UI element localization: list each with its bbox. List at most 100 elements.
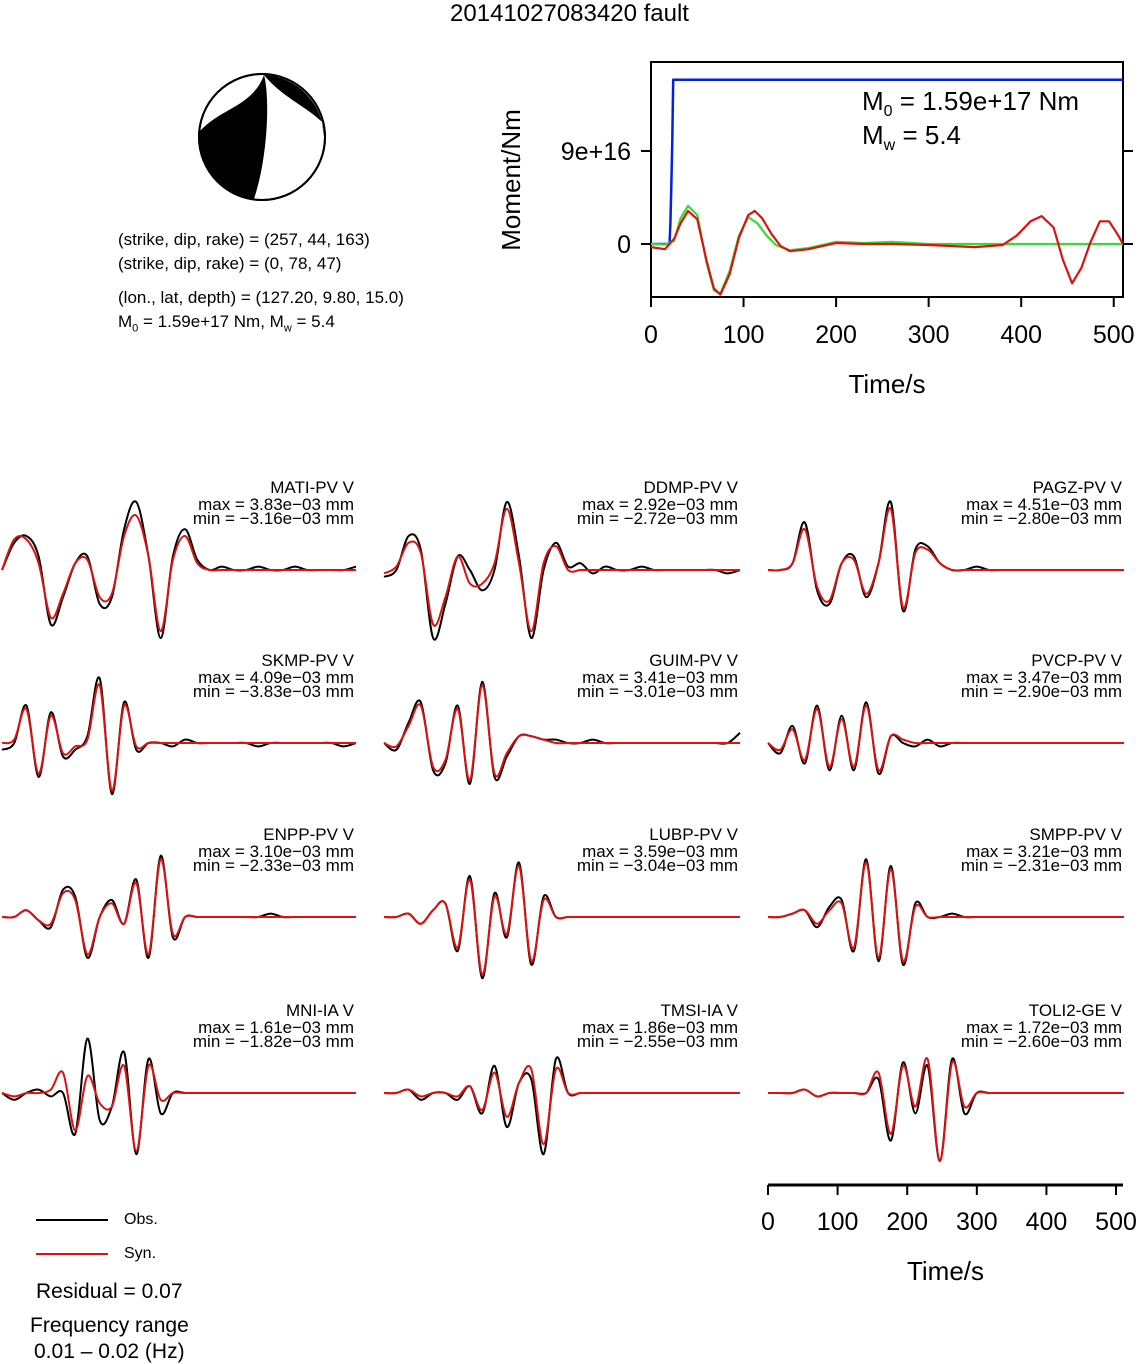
station-min: min = −2.72e−03 mm — [577, 509, 738, 528]
station-max: max = 4.09e−03 mm — [198, 668, 354, 687]
station-min: min = −3.16e−03 mm — [193, 509, 354, 528]
m0-symbol: M — [118, 312, 133, 331]
moment-x-tick-label: 300 — [908, 321, 950, 349]
nodal-plane-2: (strike, dip, rake) = (0, 78, 47) — [118, 254, 342, 273]
synthetic-trace — [383, 1064, 740, 1146]
waveform-x-label: Time/s — [907, 1256, 984, 1286]
station-min: min = −3.04e−03 mm — [577, 856, 738, 875]
station-name: MNI-IA V — [286, 1001, 355, 1020]
moment-series-group — [650, 78, 1124, 296]
station-name: MATI-PV V — [270, 478, 354, 497]
synthetic-trace — [383, 684, 740, 782]
station-max: max = 3.83e−03 mm — [198, 495, 354, 514]
moment-x-tick-label: 400 — [1000, 321, 1042, 349]
station-name: DDMP-PV V — [644, 478, 739, 497]
moment-x-tick-label: 200 — [815, 321, 857, 349]
mw-value: = 5.4 — [291, 312, 335, 331]
station-max: max = 4.51e−03 mm — [966, 495, 1122, 514]
waveform-x-tick-label: 400 — [1026, 1208, 1068, 1236]
moment-x-tick-label: 500 — [1093, 321, 1135, 349]
frequency-range-value: 0.01 – 0.02 (Hz) — [34, 1340, 185, 1363]
m0-subscript: 0 — [132, 322, 139, 335]
moment-y-label: Moment/Nm — [496, 109, 526, 251]
legend-obs-label: Obs. — [124, 1211, 158, 1228]
observed-trace — [1, 1037, 356, 1156]
station-min: min = −2.31e−03 mm — [961, 856, 1122, 875]
observed-trace — [767, 701, 1124, 775]
station-max: max = 3.21e−03 mm — [966, 842, 1122, 861]
observed-trace — [383, 1056, 740, 1156]
moment-rate-red-line — [650, 209, 1124, 296]
synthetic-trace — [1, 858, 356, 956]
m0-value: = 1.59e+17 Nm, M — [138, 312, 284, 331]
waveform-time-axis: 0 100 200 300 400 500 Time/s — [761, 1183, 1137, 1286]
moment-y-tick-label: 0 — [617, 231, 631, 259]
station-min: min = −3.83e−03 mm — [193, 682, 354, 701]
station-name: SKMP-PV V — [261, 651, 354, 670]
waveform-x-tick-label: 300 — [956, 1208, 998, 1236]
synthetic-trace — [767, 507, 1124, 609]
station-min: min = −1.82e−03 mm — [193, 1032, 354, 1051]
moment-plot-frame — [650, 61, 1124, 298]
moment-x-tick-label: 100 — [723, 321, 765, 349]
synthetic-trace — [383, 864, 740, 976]
synthetic-trace — [767, 704, 1124, 772]
station-min: min = −2.90e−03 mm — [961, 682, 1122, 701]
legend-lines — [36, 1219, 108, 1255]
moment-plot-m0-symbol: M — [862, 86, 884, 116]
station-max: max = 1.72e−03 mm — [966, 1018, 1122, 1037]
synthetic-trace — [1, 683, 356, 792]
station-name: TOLI2-GE V — [1029, 1001, 1123, 1020]
legend-syn-label: Syn. — [124, 1245, 157, 1262]
moment-function-chart: 0 9e+16 0 100 200 300 400 500 Moment/Nm Time/s — [496, 61, 1135, 399]
moment-plot-mw-symbol: M — [862, 120, 884, 150]
station-max: max = 2.92e−03 mm — [582, 495, 738, 514]
station-name: GUIM-PV V — [649, 651, 738, 670]
station-min: min = −2.55e−03 mm — [577, 1032, 738, 1051]
observed-trace — [1, 500, 357, 640]
station-name: TMSI-IA V — [661, 1001, 739, 1020]
station-min: min = −2.60e−03 mm — [961, 1032, 1122, 1051]
waveform-x-tick-label: 200 — [886, 1208, 928, 1236]
nodal-plane-1: (strike, dip, rake) = (257, 44, 163) — [118, 230, 370, 249]
figure-title: 20141027083420 fault — [450, 0, 689, 27]
station-max: max = 3.47e−03 mm — [966, 668, 1122, 687]
waveform-x-tick-label: 500 — [1095, 1208, 1137, 1236]
moment-plot-mw-value: = 5.4 — [895, 120, 962, 150]
station-max: max = 3.41e−03 mm — [582, 668, 738, 687]
station-min: min = −2.33e−03 mm — [193, 856, 354, 875]
moment-y-tick-label: 9e+16 — [561, 138, 631, 166]
moment-plot-m0-subscript: 0 — [883, 103, 893, 121]
moment-plot-m0: M0 = 1.59e+17 Nm — [862, 86, 1079, 121]
synthetic-trace — [767, 861, 1124, 963]
moment-plot-mw-subscript: w — [883, 137, 896, 155]
moment-x-label: Time/s — [848, 369, 925, 399]
station-max: max = 1.61e−03 mm — [198, 1018, 354, 1037]
station-name: LUBP-PV V — [649, 825, 738, 844]
station-max: max = 3.10e−03 mm — [198, 842, 354, 861]
station-max: max = 1.86e−03 mm — [582, 1018, 738, 1037]
moment-plot-mw: Mw = 5.4 — [862, 120, 961, 155]
hypocenter-location: (lon., lat, depth) = (127.20, 9.80, 15.0… — [118, 288, 404, 307]
synthetic-trace — [1, 513, 356, 633]
moment-plot-m0-value: = 1.59e+17 Nm — [892, 86, 1080, 116]
station-name: SMPP-PV V — [1029, 825, 1122, 844]
focal-mechanism-beachball — [198, 73, 326, 201]
waveform-x-tick-label: 100 — [817, 1208, 859, 1236]
moment-y-axis: 0 9e+16 — [561, 138, 1133, 259]
observed-trace — [767, 858, 1124, 966]
synthetic-trace — [1, 1063, 356, 1152]
synthetic-trace — [383, 507, 740, 633]
